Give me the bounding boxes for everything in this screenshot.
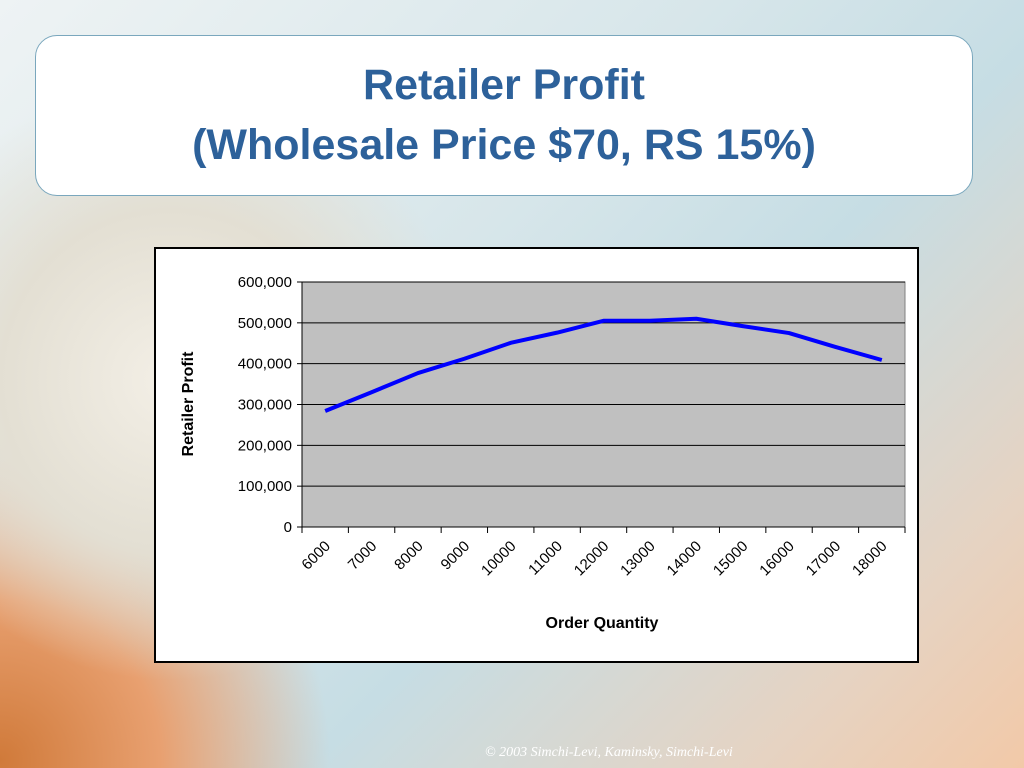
y-tick-label: 300,000 [238, 397, 292, 414]
y-axis-title: Retailer Profit [180, 351, 197, 457]
slide-title: Retailer Profit [363, 61, 645, 109]
y-tick-label: 400,000 [238, 356, 292, 373]
data-line [324, 316, 883, 413]
slide-subtitle: (Wholesale Price $70, RS 15%) [192, 121, 816, 169]
y-tick-label: 500,000 [238, 315, 292, 332]
title-box: Retailer Profit (Wholesale Price $70, RS… [35, 35, 973, 196]
y-tick-label: 100,000 [238, 478, 292, 495]
y-tick-label: 200,000 [238, 437, 292, 454]
footer: © 2003 Simchi-Levi, Kaminsky, Simchi-Lev… [485, 745, 733, 760]
y-tick-label: 600,000 [238, 274, 292, 291]
x-axis-title: Order Quantity [546, 615, 659, 632]
y-tick-label: 0 [284, 519, 292, 536]
